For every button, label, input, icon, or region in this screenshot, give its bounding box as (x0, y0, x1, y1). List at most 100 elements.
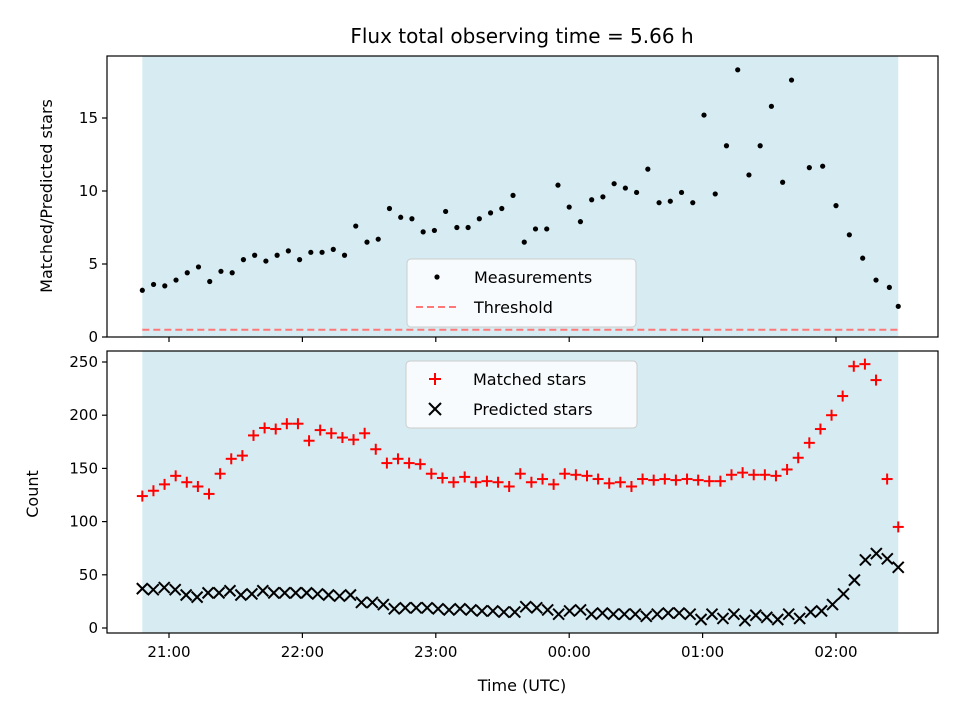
measurement-point (895, 303, 901, 309)
matched-point (381, 457, 393, 469)
bottom-ylabel: Count (23, 470, 42, 518)
predicted-point (344, 588, 357, 602)
predicted-point (322, 588, 335, 602)
y-tick-label: 5 (88, 255, 98, 273)
x-tick-label: 23:00 (414, 643, 457, 661)
matched-point (392, 453, 404, 465)
measurement-point (207, 278, 213, 285)
predicted-point (388, 602, 401, 616)
measurement-point (308, 249, 314, 255)
measurement-point (150, 281, 157, 288)
measurement-point (443, 208, 449, 215)
count-points (136, 358, 905, 627)
measurement-point (735, 67, 741, 73)
matched-point (481, 475, 493, 487)
measurement-point (240, 257, 247, 263)
predicted-point (300, 586, 313, 600)
measurement-point (645, 166, 651, 172)
measurement-points (139, 67, 901, 309)
matched-point (470, 476, 482, 488)
measurement-point (263, 258, 269, 264)
predicted-point (508, 605, 522, 619)
predicted-point (672, 606, 686, 620)
predicted-point (519, 600, 532, 613)
x-tick-label: 00:00 (548, 643, 591, 661)
predicted-point (596, 606, 609, 620)
y-tick-label: 150 (69, 459, 98, 477)
predicted-point (278, 586, 291, 600)
predicted-point (651, 607, 664, 621)
predicted-point (399, 601, 412, 614)
matched-point (214, 468, 226, 480)
matched-point (225, 453, 237, 465)
measurement-point (195, 264, 202, 270)
matched-point (881, 473, 893, 485)
measurement-point (319, 249, 325, 255)
predicted-point (223, 584, 237, 597)
matched-point (703, 475, 715, 487)
predicted-point (683, 607, 697, 621)
matched-point (259, 422, 271, 434)
y-tick-label: 0 (88, 619, 98, 637)
matched-point (814, 423, 826, 435)
matched-point (792, 452, 804, 464)
matched-point (870, 374, 882, 386)
measurement-point (184, 270, 190, 276)
measurement-point (431, 227, 437, 234)
matched-point (303, 435, 315, 447)
predicted-point (245, 587, 259, 601)
measurement-point (566, 204, 572, 210)
measurement-point (701, 112, 707, 118)
predicted-point (311, 587, 324, 601)
predicted-point (147, 583, 160, 596)
matched-point (147, 485, 159, 497)
top-legend: Measurements Threshold (406, 258, 637, 328)
matched-point (170, 470, 182, 482)
predicted-point (168, 583, 182, 596)
predicted-point (585, 607, 598, 621)
matched-point (336, 432, 348, 444)
matched-point (803, 437, 815, 449)
matched-point (737, 467, 749, 479)
measurement-point (173, 277, 179, 283)
predicted-point (607, 607, 620, 621)
predicted-point (464, 603, 478, 617)
measurement-point (218, 268, 224, 274)
predicted-point (475, 604, 489, 618)
matched-point (270, 423, 282, 435)
measurement-point (139, 287, 145, 293)
matched-point (837, 390, 849, 402)
matched-point (537, 473, 549, 485)
predicted-point (442, 603, 456, 617)
measurement-point (589, 197, 595, 203)
matched-point (592, 473, 604, 485)
measurement-point (577, 219, 584, 225)
measurement-point (409, 216, 415, 222)
measurement-point (757, 143, 763, 149)
y-tick-label: 200 (69, 406, 98, 424)
measurement-point (600, 194, 606, 200)
predicted-point (837, 587, 850, 601)
predicted-point (179, 588, 193, 602)
measurement-point (398, 214, 404, 220)
matched-point (525, 476, 537, 488)
predicted-point (694, 613, 708, 626)
measurement-point (873, 277, 879, 283)
predicted-point (716, 612, 730, 625)
predicted-point (333, 589, 346, 603)
legend-measurements-marker (434, 274, 440, 280)
measurement-point (375, 236, 381, 242)
measurement-point (690, 200, 696, 206)
x-tick-label: 21:00 (147, 643, 190, 661)
matched-point (681, 473, 693, 485)
measurement-point (420, 229, 426, 235)
measurement-point (712, 191, 718, 197)
predicted-point (201, 586, 215, 600)
matched-point (403, 457, 415, 469)
predicted-point (771, 613, 784, 626)
predicted-point (530, 601, 543, 614)
matched-point (581, 470, 593, 482)
matched-point (247, 429, 259, 441)
predicted-point (629, 607, 642, 621)
